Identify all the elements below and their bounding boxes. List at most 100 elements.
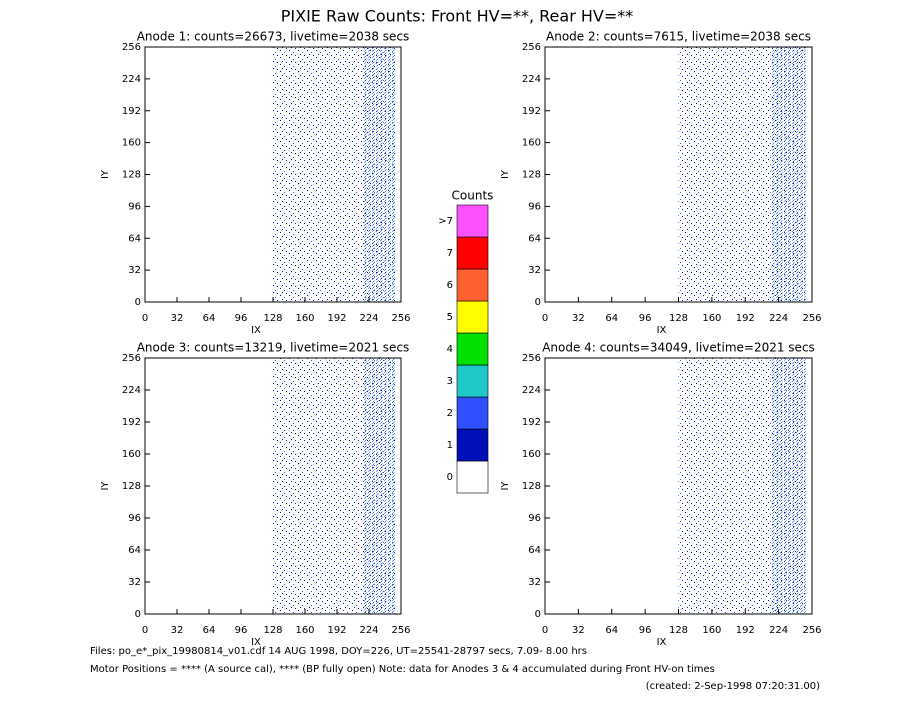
- x-tick-label: 96: [639, 313, 652, 324]
- y-tick-label: 32: [528, 265, 541, 276]
- colorbar-cell: [456, 268, 489, 302]
- y-tick-label: 128: [522, 170, 541, 181]
- panel-title: Anode 4: counts=34049, livetime=2021 sec…: [542, 341, 815, 355]
- x-tick-label: 96: [235, 313, 248, 324]
- y-tick-label: 64: [528, 545, 541, 556]
- y-tick-label: 192: [522, 417, 541, 428]
- y-tick-label: 256: [522, 42, 541, 53]
- x-tick-label: 192: [327, 625, 346, 636]
- y-tick-label: 224: [122, 385, 141, 396]
- x-tick-label: 64: [203, 313, 216, 324]
- x-tick-label: 0: [542, 625, 548, 636]
- y-axis-label: IY: [100, 481, 111, 491]
- y-tick-label: 192: [122, 106, 141, 117]
- y-tick-label: 160: [522, 138, 541, 149]
- colorbar-label: 5: [447, 312, 453, 323]
- colorbar-label: >7: [438, 216, 453, 227]
- colorbar-cell: [456, 332, 489, 366]
- x-tick-label: 192: [736, 313, 755, 324]
- x-tick-label: 256: [802, 625, 821, 636]
- x-tick-label: 224: [359, 625, 378, 636]
- x-tick-label: 64: [605, 625, 618, 636]
- x-tick-label: 256: [391, 625, 410, 636]
- y-tick-label: 160: [122, 138, 141, 149]
- y-axis-label: IY: [100, 169, 111, 179]
- x-tick-label: 32: [572, 625, 585, 636]
- y-tick-label: 160: [122, 449, 141, 460]
- y-axis-label: IY: [500, 481, 511, 491]
- colorbar-cell: [456, 204, 489, 238]
- colorbar-cell: [456, 236, 489, 270]
- count-texture: [772, 47, 806, 302]
- y-tick-label: 128: [522, 481, 541, 492]
- y-tick-label: 32: [128, 265, 141, 276]
- y-tick-label: 224: [122, 74, 141, 85]
- x-tick-label: 96: [235, 625, 248, 636]
- footer-note: Motor Positions = **** (A source cal), *…: [90, 664, 715, 675]
- colorbar-cell: [456, 396, 489, 430]
- colorbar-cell: [456, 460, 489, 494]
- colorbar-cell: [456, 364, 489, 398]
- colorbar-label: 6: [447, 280, 453, 291]
- y-tick-label: 0: [535, 609, 541, 620]
- x-tick-label: 256: [802, 313, 821, 324]
- x-axis-label: IX: [251, 325, 261, 336]
- x-tick-label: 224: [769, 313, 788, 324]
- y-tick-label: 192: [522, 106, 541, 117]
- x-tick-label: 64: [605, 313, 618, 324]
- x-axis-label: IX: [657, 325, 667, 336]
- x-tick-label: 64: [203, 625, 216, 636]
- x-tick-label: 32: [572, 313, 585, 324]
- y-tick-label: 0: [135, 297, 141, 308]
- colorbar-cell: [456, 300, 489, 334]
- colorbar-label: 4: [447, 344, 453, 355]
- y-axis-label: IY: [500, 169, 511, 179]
- colorbar-label: 2: [447, 408, 453, 419]
- footer-files: Files: po_e*_pix_19980814_v01.cdf 14 AUG…: [90, 646, 587, 657]
- count-texture: [772, 358, 806, 614]
- y-tick-label: 256: [522, 353, 541, 364]
- x-tick-label: 32: [171, 625, 184, 636]
- y-tick-label: 64: [128, 233, 141, 244]
- colorbar-label: 7: [447, 248, 453, 259]
- y-tick-label: 64: [128, 545, 141, 556]
- colorbar-label: 3: [447, 376, 453, 387]
- x-tick-label: 0: [542, 313, 548, 324]
- x-tick-label: 128: [669, 313, 688, 324]
- y-tick-label: 32: [528, 577, 541, 588]
- x-tick-label: 0: [142, 313, 148, 324]
- colorbar-label: 1: [447, 440, 453, 451]
- y-tick-label: 0: [135, 609, 141, 620]
- x-tick-label: 128: [263, 625, 282, 636]
- y-tick-label: 128: [122, 170, 141, 181]
- panel-title: Anode 1: counts=26673, livetime=2038 sec…: [137, 30, 410, 44]
- y-tick-label: 64: [528, 233, 541, 244]
- panel-title: Anode 2: counts=7615, livetime=2038 secs: [546, 30, 811, 44]
- y-tick-label: 128: [122, 481, 141, 492]
- y-tick-label: 256: [122, 353, 141, 364]
- x-tick-label: 0: [142, 625, 148, 636]
- y-tick-label: 0: [535, 297, 541, 308]
- x-tick-label: 160: [702, 625, 721, 636]
- x-tick-label: 160: [295, 313, 314, 324]
- x-tick-label: 160: [702, 313, 721, 324]
- y-tick-label: 224: [522, 74, 541, 85]
- x-axis-label: IX: [251, 637, 261, 648]
- colorbar-label: 0: [447, 472, 453, 483]
- x-tick-label: 128: [263, 313, 282, 324]
- y-tick-label: 96: [128, 201, 141, 212]
- colorbar-title: Counts: [452, 189, 494, 203]
- y-tick-label: 192: [122, 417, 141, 428]
- y-tick-label: 224: [522, 385, 541, 396]
- x-tick-label: 224: [769, 625, 788, 636]
- x-tick-label: 224: [359, 313, 378, 324]
- count-texture: [363, 47, 395, 302]
- x-tick-label: 192: [327, 313, 346, 324]
- count-texture: [363, 358, 395, 614]
- colorbar-cell: [456, 428, 489, 462]
- y-tick-label: 32: [128, 577, 141, 588]
- x-tick-label: 32: [171, 313, 184, 324]
- x-axis-label: IX: [657, 637, 667, 648]
- figure-title: PIXIE Raw Counts: Front HV=**, Rear HV=*…: [281, 7, 634, 26]
